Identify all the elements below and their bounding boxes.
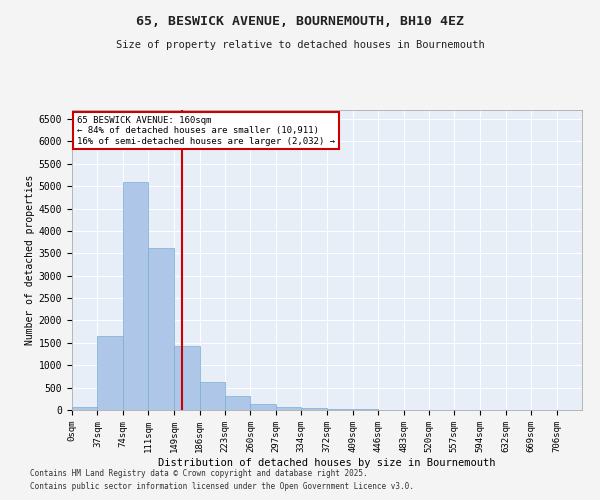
Bar	[225, 396, 250, 410]
Text: Contains HM Land Registry data © Crown copyright and database right 2025.: Contains HM Land Registry data © Crown c…	[30, 468, 368, 477]
X-axis label: Distribution of detached houses by size in Bournemouth: Distribution of detached houses by size …	[158, 458, 496, 468]
Bar	[328, 408, 353, 410]
Text: 65 BESWICK AVENUE: 160sqm
← 84% of detached houses are smaller (10,911)
16% of s: 65 BESWICK AVENUE: 160sqm ← 84% of detac…	[77, 116, 335, 146]
Bar	[301, 408, 328, 410]
Bar	[174, 346, 200, 410]
Text: 65, BESWICK AVENUE, BOURNEMOUTH, BH10 4EZ: 65, BESWICK AVENUE, BOURNEMOUTH, BH10 4E…	[136, 15, 464, 28]
Bar	[97, 336, 123, 410]
Text: Size of property relative to detached houses in Bournemouth: Size of property relative to detached ho…	[116, 40, 484, 50]
Bar	[250, 404, 276, 410]
Bar	[276, 406, 301, 410]
Y-axis label: Number of detached properties: Number of detached properties	[25, 175, 35, 345]
Bar	[200, 382, 225, 410]
Bar	[72, 406, 97, 410]
Text: Contains public sector information licensed under the Open Government Licence v3: Contains public sector information licen…	[30, 482, 414, 491]
Bar	[123, 182, 148, 410]
Bar	[148, 248, 174, 410]
